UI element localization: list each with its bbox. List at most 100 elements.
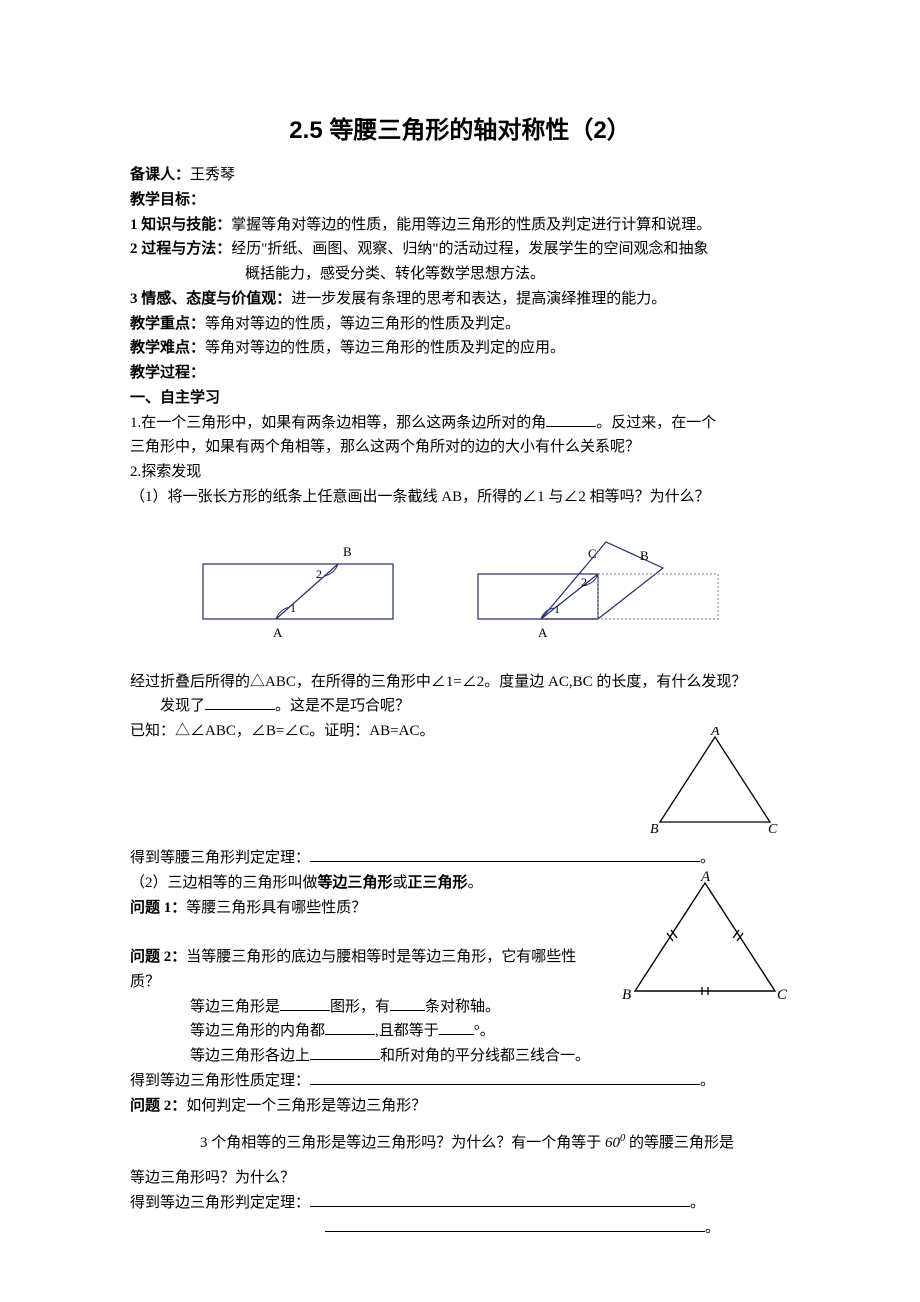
obj3-text: 进一步发展有条理的思考和表达，提高演绎推理的能力。 [291,291,666,307]
blank [310,847,700,862]
obj1-text: 掌握等角对等边的性质，能用等边三角形的性质及判定进行计算和说理。 [231,217,711,233]
obj2-label: 2 过程与方法： [130,241,231,257]
blank [310,1070,700,1085]
obj3-label: 3 情感、态度与价值观： [130,291,291,307]
p2l2c: °。 [474,1023,495,1039]
blank [439,1020,474,1035]
tri2-A: A [700,871,711,885]
known-with-figure: 已知：△∠ABC，∠B=∠C。证明：AB=AC。 A B C [130,719,790,842]
label-B2: B [640,548,649,563]
obj1-label: 1 知识与技能： [130,217,231,233]
prob2-label: 问题 2： [130,949,186,965]
prob3-line: 问题 2：如何判定一个三角形是等边三角形？ [130,1094,790,1119]
keypoint-text: 等角对等边的性质，等边三角形的性质及判定。 [205,316,520,332]
rectangle-figure-2: C B A 1 2 [468,530,728,650]
theorem1-line: 得到等腰三角形判定定理： 。 [130,846,790,871]
obj3-line: 3 情感、态度与价值观：进一步发展有条理的思考和表达，提高演绎推理的能力。 [130,287,790,312]
tri2-B: B [622,987,631,1003]
difficulty-label: 教学难点： [130,340,205,356]
prob2-l3: 等边三角形各边上 和所对角的平分线都三线合一。 [130,1044,790,1069]
period: 。 [700,1073,715,1089]
tri1-B: B [650,822,659,837]
found-text2: 。这是不是巧合呢？ [275,698,410,714]
q2-label: 2.探索发现 [130,460,790,485]
label-1b: 1 [554,602,560,616]
prob3-q1: 3 个角相等的三角形是等边三角形吗？为什么？有一个角等于 600 的等腰三角形是 [130,1130,790,1156]
prob1-line: 问题 1：等腰三角形具有哪些性质？ [130,896,600,921]
obj2-line2: 概括能力，感受分类、转化等数学思想方法。 [130,262,790,287]
q1-text2: 。反过来，在一个 [596,415,716,431]
p2l2a: 等边三角形的内角都 [190,1023,325,1039]
prob3-label: 问题 2： [130,1098,186,1114]
q2-2-t2: 等边三角形 [318,875,393,891]
tri1-C: C [768,822,778,837]
q2-2-t1: （2）三边相等的三角形叫做 [130,875,318,891]
label-2: 2 [316,567,322,581]
label-1: 1 [290,601,296,615]
process-label: 教学过程： [130,361,790,386]
prob3-q2: 等边三角形吗？为什么？ [130,1166,790,1191]
prob1-label: 问题 1： [130,900,186,916]
theorem2-line: 得到等边三角形性质定理： 。 [130,1069,790,1094]
prob1-text: 等腰三角形具有哪些性质？ [186,900,366,916]
q1-line1: 1.在一个三角形中，如果有两条边相等，那么这两条边所对的角。反过来，在一个 [130,411,790,436]
found-line: 发现了 。这是不是巧合呢？ [130,694,790,719]
blank [390,996,425,1011]
blank [546,412,596,427]
difficulty-text: 等角对等边的性质，等边三角形的性质及判定的应用。 [205,340,565,356]
rectangle-figure-1: B A 1 2 [193,530,418,650]
q2-1-text: （1）将一张长方形的纸条上任意画出一条截线 AB，所得的∠1 与∠2 相等吗？为… [130,485,790,510]
spacer [130,920,600,945]
prob2-l1: 等边三角形是图形，有条对称轴。 [130,995,600,1020]
label-A2: A [538,625,548,640]
sixty: 60 [605,1135,620,1151]
blank [325,1217,705,1232]
blank [310,1045,380,1060]
obj2-text2: 概括能力，感受分类、转化等数学思想方法。 [245,266,545,282]
blank [310,1192,690,1207]
prob-with-figure: （2）三边相等的三角形叫做等边三角形或正三角形。 问题 1：等腰三角形具有哪些性… [130,871,790,1044]
theorem3-line2: 。 [130,1216,790,1241]
obj2-text1: 经历"折纸、画图、观察、归纳"的活动过程，发展学生的空间观念和抽象 [231,241,708,257]
q2-2-t4: 正三角形 [408,875,468,891]
label-C2: C [588,546,597,561]
doc-title: 2.5 等腰三角形的轴对称性（2） [130,110,790,145]
page: 2.5 等腰三角形的轴对称性（2） 备课人：王秀琴 教学目标： 1 知识与技能：… [0,0,920,1302]
keypoint-label: 教学重点： [130,316,205,332]
p2l1b: 图形，有 [330,999,390,1015]
p2l2b: ,且都等于 [375,1023,439,1039]
keypoint-line: 教学重点：等角对等边的性质，等边三角形的性质及判定。 [130,312,790,337]
blank [205,695,275,710]
known-text: 已知：△∠ABC，∠B=∠C。证明：AB=AC。 [130,719,620,744]
fold-text: 经过折叠后所得的△ABC，在所得的三角形中∠1=∠2。度量边 AC,BC 的长度… [130,670,790,695]
author-line: 备课人：王秀琴 [130,163,790,188]
label-2b: 2 [581,575,587,589]
found-text1: 发现了 [160,698,205,714]
section1-title: 一、自主学习 [130,386,790,411]
figure-row-1: B A 1 2 C B A 1 2 [130,530,790,650]
p3qb: 的等腰三角形是 [625,1135,734,1151]
label-A: A [273,625,283,640]
p2l3a: 等边三角形各边上 [190,1048,310,1064]
theorem3-line1: 得到等边三角形判定定理：。 [130,1191,790,1216]
triangle-abc-1: A B C [640,727,790,842]
label-B: B [343,544,352,559]
author-name: 王秀琴 [190,167,235,183]
q1-line2: 三角形中，如果有两个角相等，那么这两个角所对的边的大小有什么关系呢？ [130,435,790,460]
theorem2-label: 得到等边三角形性质定理： [130,1073,310,1089]
theorem3-label: 得到等边三角形判定定理： [130,1195,310,1211]
q2-2-t5: 。 [468,875,483,891]
prob2-text: 当等腰三角形的底边与腰相等时是等边三角形，它有哪些性质？ [130,949,576,990]
theorem1-label: 得到等腰三角形判定定理： [130,850,310,866]
tri2-C: C [777,987,788,1003]
triangle-abc-2: A B C [620,871,790,1011]
p3qa: 3 个角相等的三角形是等边三角形吗？为什么？有一个角等于 [200,1135,605,1151]
blank [325,1020,375,1035]
obj2-line1: 2 过程与方法：经历"折纸、画图、观察、归纳"的活动过程，发展学生的空间观念和抽… [130,237,790,262]
tri1-A: A [710,727,720,739]
q2-2-line: （2）三边相等的三角形叫做等边三角形或正三角形。 [130,871,600,896]
period: 。 [700,850,715,866]
p2l3b: 和所对角的平分线都三线合一。 [380,1048,590,1064]
prob2-line: 问题 2：当等腰三角形的底边与腰相等时是等边三角形，它有哪些性质？ [130,945,600,995]
q2-2-t3: 或 [393,875,408,891]
